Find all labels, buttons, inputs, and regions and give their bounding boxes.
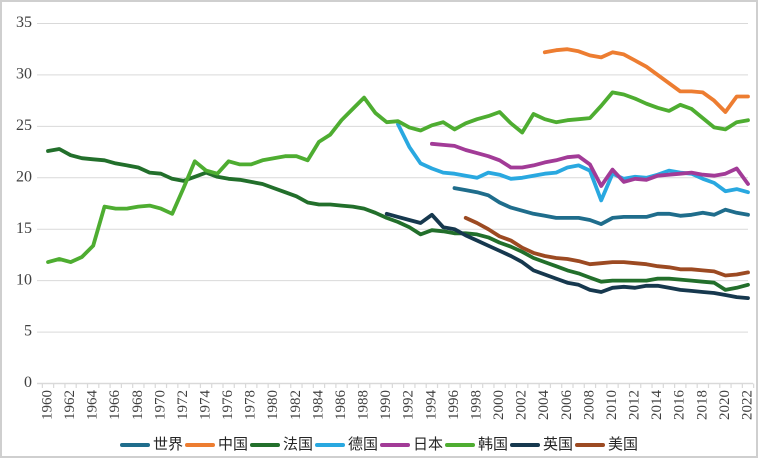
series-line-uk	[384, 211, 750, 301]
legend-item-korea: 韩国	[445, 436, 509, 453]
x-tick-label: 2006	[559, 390, 575, 421]
x-tick-label: 1992	[401, 390, 417, 420]
y-tick-label: 30	[16, 66, 32, 83]
x-tick-label: 1994	[423, 390, 439, 421]
series-line-korea	[46, 90, 750, 265]
series-line-china	[542, 47, 750, 114]
x-tick-label: 1966	[107, 390, 123, 421]
x-tick-label: 2014	[649, 390, 665, 421]
series-line-germany	[396, 122, 750, 203]
legend-item-usa: 美国	[575, 436, 639, 453]
legend-label-france: 法国	[282, 436, 313, 453]
legend-item-uk: 英国	[510, 436, 574, 453]
x-tick-label: 2022	[739, 390, 755, 420]
chart-legend: 世界 中国 法国 德国 日本 韩国 英国 美国	[2, 434, 756, 456]
x-tick-label: 1998	[468, 390, 484, 420]
x-tick-label: 1980	[265, 390, 281, 420]
x-tick-label: 2000	[491, 390, 507, 420]
x-tick-label: 1990	[378, 390, 394, 420]
y-tick-label: 5	[24, 323, 32, 340]
x-tick-label: 1976	[220, 390, 236, 421]
x-tick-label: 1960	[39, 390, 55, 420]
legend-label-korea: 韩国	[478, 436, 509, 453]
legend-item-germany: 德国	[314, 436, 378, 453]
series-line-world	[452, 186, 750, 227]
legend-label-uk: 英国	[543, 436, 574, 453]
legend-swatch-china	[184, 443, 215, 447]
x-tick-label: 1974	[198, 390, 214, 421]
y-tick-label: 15	[16, 220, 32, 237]
x-tick-label: 2002	[514, 390, 530, 420]
y-tick-label: 0	[24, 374, 32, 391]
legend-label-japan: 日本	[413, 436, 444, 453]
x-tick-label: 2004	[536, 390, 552, 421]
x-tick-label: 2008	[581, 390, 597, 420]
legend-swatch-usa	[575, 443, 606, 447]
legend-item-world: 世界	[119, 436, 183, 453]
x-tick-label: 1968	[130, 390, 146, 420]
legend-label-usa: 美国	[608, 436, 639, 453]
y-tick-label: 35	[16, 14, 32, 31]
x-tick-label: 2010	[604, 390, 620, 420]
x-tick-label: 1996	[446, 390, 462, 421]
x-tick-label: 1984	[310, 390, 326, 421]
legend-label-china: 中国	[217, 436, 248, 453]
legend-swatch-world	[119, 443, 150, 447]
y-tick-label: 20	[16, 168, 32, 185]
x-tick-label: 1962	[62, 390, 78, 420]
legend-swatch-uk	[510, 443, 541, 447]
x-tick-label: 1972	[175, 390, 191, 420]
x-tick-label: 2020	[717, 390, 733, 420]
series-line-usa	[463, 215, 750, 278]
x-tick-label: 2012	[627, 390, 643, 420]
series-line-france	[46, 147, 750, 292]
legend-label-germany: 德国	[347, 436, 378, 453]
x-tick-label: 1988	[356, 390, 372, 420]
x-tick-label: 1986	[333, 390, 349, 421]
x-tick-label: 2018	[694, 390, 710, 420]
legend-label-world: 世界	[152, 436, 183, 453]
x-tick-label: 1978	[243, 390, 259, 420]
x-tick-label: 1970	[152, 390, 168, 420]
x-tick-label: 1964	[85, 390, 101, 421]
x-tick-label: 2016	[672, 390, 688, 421]
legend-swatch-korea	[445, 443, 476, 447]
series-line-japan	[429, 141, 750, 188]
x-tick-label: 1982	[288, 390, 304, 420]
y-tick-label: 25	[16, 117, 32, 134]
legend-swatch-germany	[314, 443, 345, 447]
legend-item-france: 法国	[249, 436, 313, 453]
legend-swatch-japan	[380, 443, 410, 447]
legend-item-japan: 日本	[380, 436, 444, 453]
legend-item-china: 中国	[184, 436, 248, 453]
y-tick-label: 10	[16, 271, 32, 288]
legend-swatch-france	[249, 443, 280, 447]
